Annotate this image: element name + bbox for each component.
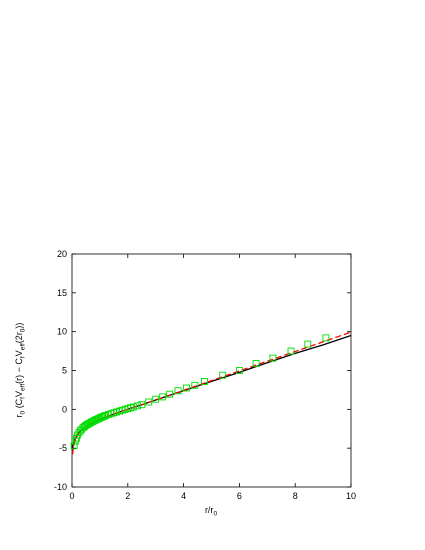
x-axis-label: r/r0 [205, 505, 218, 518]
plot-frame [71, 253, 352, 488]
data-point-marker [201, 377, 208, 385]
data-point-marker [159, 393, 167, 401]
data-point-marker [235, 367, 243, 374]
y-tick-label: 20 [57, 249, 67, 259]
data-point-marker [182, 384, 190, 392]
data-point-marker [287, 347, 295, 355]
data-point-marker [252, 360, 260, 367]
data-point-marker [322, 334, 330, 342]
y-axis-label-part: eff [20, 384, 27, 391]
y-axis-label-part: V [14, 391, 24, 397]
data-point-marker [134, 402, 142, 410]
y-axis-label-part: 0 [20, 328, 27, 332]
data-point-marker [304, 340, 312, 348]
x-tick-label: 8 [293, 491, 298, 501]
series-line-0 [71, 334, 352, 449]
data-point-marker [138, 401, 146, 409]
y-tick-label: -10 [54, 482, 67, 492]
y-tick-label: -5 [59, 443, 67, 453]
y-axis-label-part: 0 [20, 410, 27, 414]
data-point-marker [70, 442, 78, 450]
axis-ticks: 0 2 4 6 8 10 -10 -5 0 5 10 15 20 [54, 249, 356, 501]
data-point-marker [100, 412, 108, 420]
series-line-1 [71, 331, 352, 455]
y-tick-label: 0 [62, 404, 67, 414]
data-point-marker [129, 403, 137, 411]
y-axis-label-part: )) [14, 323, 24, 329]
data-point-marker [174, 387, 182, 395]
x-tick-label: 0 [69, 491, 74, 501]
data-point-marker [269, 354, 277, 362]
y-axis-label-part: (r) − C [14, 358, 24, 384]
y-axis-label-part: eff [20, 343, 27, 350]
y-axis-label-part: f [20, 356, 27, 358]
data-point-marker [152, 395, 160, 403]
x-tick-label: 2 [125, 491, 130, 501]
x-axis-label-main: r/r [205, 505, 214, 515]
y-tick-label: 10 [57, 327, 67, 337]
data-point-marker [145, 398, 153, 406]
data-point-marker [166, 390, 174, 398]
data-point-marker [191, 381, 199, 389]
y-axis-label-part: r [14, 414, 24, 417]
y-axis-label-part: (2r [14, 332, 24, 343]
y-tick-label: 5 [62, 366, 67, 376]
x-axis-label-sub: 0 [213, 511, 217, 518]
y-axis-label: r0 (CfVeff(r) − CfVeff(2r0)) [14, 323, 27, 418]
y-tick-label: 15 [57, 288, 67, 298]
x-tick-label: 6 [237, 491, 242, 501]
series-layer [70, 331, 352, 455]
y-axis-label-part: V [14, 350, 24, 356]
y-axis-label-part: (C [14, 398, 24, 410]
x-tick-label: 4 [181, 491, 186, 501]
data-point-marker [219, 371, 227, 379]
x-tick-label: 10 [346, 491, 356, 501]
y-axis-label-part: f [20, 397, 27, 399]
